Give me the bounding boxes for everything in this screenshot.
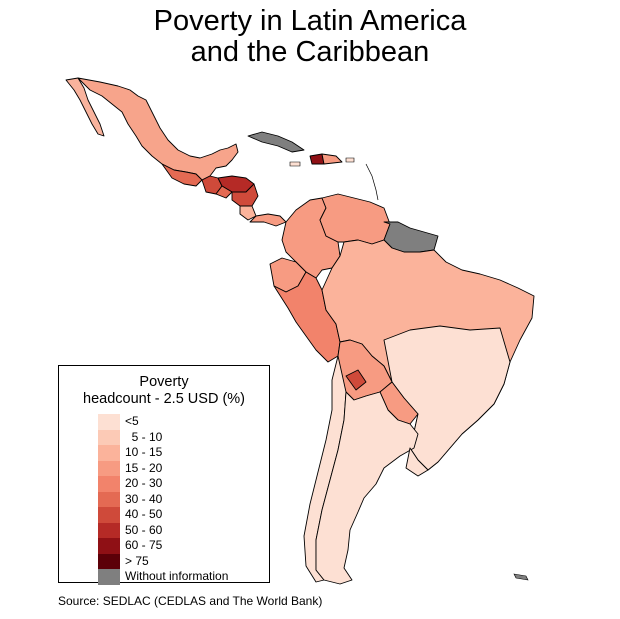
legend-label: <5 bbox=[125, 414, 139, 428]
legend: Poverty headcount - 2.5 USD (%) <5 5 - 1… bbox=[58, 365, 270, 585]
jamaica bbox=[289, 161, 301, 167]
legend-title-line-2: headcount - 2.5 USD (%) bbox=[83, 391, 245, 407]
legend-label: Without information bbox=[125, 569, 229, 583]
legend-label: 50 - 60 bbox=[125, 522, 163, 537]
legend-label: 10 - 15 bbox=[125, 445, 163, 459]
cuba bbox=[247, 131, 305, 153]
legend-swatch bbox=[98, 522, 120, 538]
falkland-islands bbox=[513, 573, 529, 581]
lesser-antilles bbox=[365, 163, 379, 201]
legend-label: 15 - 20 bbox=[125, 460, 163, 475]
nicaragua bbox=[231, 183, 259, 207]
puerto-rico bbox=[345, 157, 355, 163]
bolivia-highland bbox=[345, 369, 367, 391]
legend-swatch bbox=[98, 507, 120, 523]
dominican-republic bbox=[321, 153, 343, 165]
legend-label: > 75 bbox=[125, 553, 149, 568]
legend-title: Poverty headcount - 2.5 USD (%) bbox=[59, 374, 269, 408]
title-line-2: and the Caribbean bbox=[190, 36, 430, 68]
legend-label: 40 - 50 bbox=[125, 507, 163, 521]
legend-swatch bbox=[98, 491, 120, 507]
legend-swatch bbox=[98, 445, 120, 461]
mexico bbox=[77, 77, 239, 181]
venezuela bbox=[319, 193, 391, 245]
source-note: Source: SEDLAC (CEDLAS and The World Ban… bbox=[58, 594, 323, 608]
legend-swatch bbox=[98, 476, 120, 492]
legend-swatch bbox=[98, 538, 120, 554]
costa-rica bbox=[239, 205, 257, 221]
legend-swatch bbox=[98, 460, 120, 476]
legend-label: 60 - 75 bbox=[125, 538, 163, 552]
map-title: Poverty in Latin America and the Caribbe… bbox=[0, 6, 620, 68]
legend-swatch bbox=[98, 429, 120, 445]
argentina bbox=[315, 391, 419, 585]
legend-swatch bbox=[98, 553, 120, 569]
baja-california bbox=[65, 77, 105, 137]
legend-swatch bbox=[98, 414, 120, 430]
legend-label: 30 - 40 bbox=[125, 491, 163, 506]
legend-title-line-1: Poverty bbox=[139, 374, 189, 390]
title-line-1: Poverty in Latin America bbox=[153, 5, 467, 37]
uruguay bbox=[405, 447, 429, 477]
legend-label: 5 - 10 bbox=[125, 429, 163, 444]
legend-swatch bbox=[98, 569, 120, 585]
panama bbox=[249, 213, 287, 227]
legend-label: 20 - 30 bbox=[125, 476, 163, 490]
